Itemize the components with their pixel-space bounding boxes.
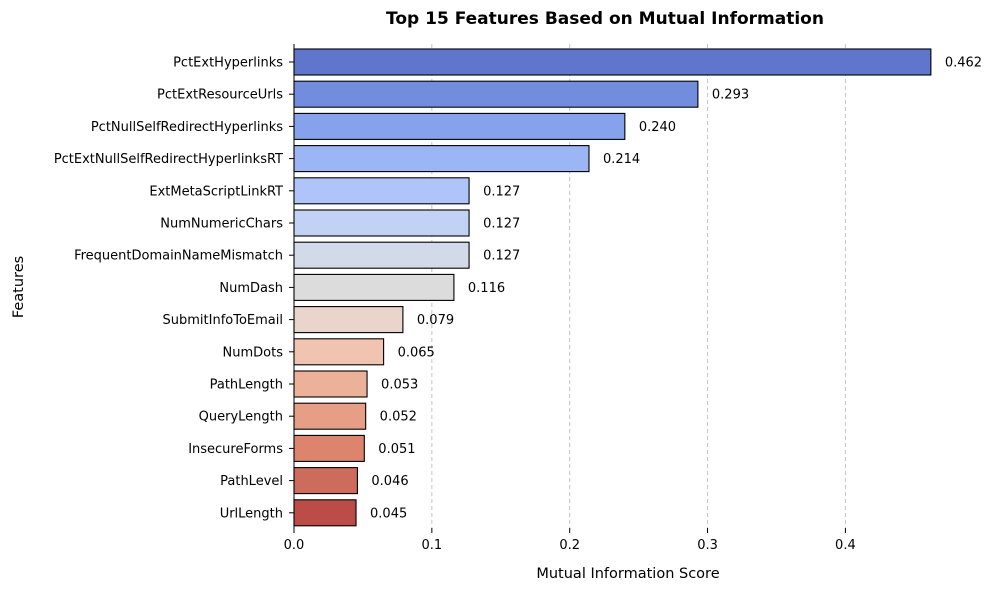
x-axis: 0.0 0.1 0.2 0.3 0.4 <box>284 528 856 553</box>
bar <box>293 467 358 495</box>
data-label: 0.045 <box>370 506 407 521</box>
x-tick-label: 0.1 <box>422 538 443 553</box>
x-tick-label: 0.2 <box>559 538 580 553</box>
data-label: 0.240 <box>639 120 676 135</box>
bar <box>293 112 626 140</box>
bars <box>293 48 932 527</box>
x-tick-label: 0.3 <box>697 538 718 553</box>
bar <box>293 48 932 76</box>
x-axis-label: Mutual Information Score <box>536 566 719 582</box>
data-label: 0.214 <box>603 152 640 167</box>
y-tick-label: NumNumericChars <box>160 217 283 232</box>
bar <box>293 499 357 527</box>
y-tick-label: InsecureForms <box>188 442 283 457</box>
bar <box>293 306 404 334</box>
bar <box>293 338 385 366</box>
y-tick-label: PctExtResourceUrls <box>157 88 283 103</box>
data-label: 0.051 <box>378 442 415 457</box>
bar <box>293 402 367 430</box>
x-tick-label: 0.0 <box>284 538 305 553</box>
data-label: 0.127 <box>483 249 520 264</box>
data-label: 0.116 <box>468 281 505 296</box>
bar <box>293 209 470 237</box>
bar <box>293 273 455 301</box>
data-label: 0.053 <box>381 378 418 393</box>
y-tick-label: PathLength <box>210 378 283 393</box>
data-label: 0.293 <box>712 88 749 103</box>
data-label: 0.052 <box>380 410 417 425</box>
y-tick-label: NumDash <box>219 281 283 296</box>
bar <box>293 145 590 173</box>
y-tick-label: SubmitInfoToEmail <box>163 313 283 328</box>
x-tick-label: 0.4 <box>835 538 856 553</box>
data-label: 0.065 <box>398 345 435 360</box>
data-label: 0.046 <box>371 474 408 489</box>
y-tick-label: QueryLength <box>199 410 283 425</box>
y-axis-label: Features <box>11 256 27 318</box>
y-tick-label: FrequentDomainNameMismatch <box>74 249 283 264</box>
y-tick-label: PctNullSelfRedirectHyperlinks <box>91 120 283 135</box>
bar <box>293 177 470 205</box>
data-label: 0.462 <box>945 56 982 71</box>
data-label: 0.127 <box>483 217 520 232</box>
value-labels: 0.462 0.293 0.240 0.214 0.127 0.127 0.127 0.116… <box>370 56 982 522</box>
chart-title: Top 15 Features Based on Mutual Informat… <box>386 9 824 29</box>
bar <box>293 434 365 462</box>
bar <box>293 80 699 108</box>
bar <box>293 370 368 398</box>
data-label: 0.127 <box>483 184 520 199</box>
y-tick-label: PctExtHyperlinks <box>173 56 283 71</box>
y-axis: PctExtHyperlinks PctExtResourceUrls PctNul… <box>54 56 294 521</box>
y-tick-label: PctExtNullSelfRedirectHyperlinksRT <box>54 152 283 167</box>
y-tick-label: UrlLength <box>220 506 283 521</box>
y-tick-label: ExtMetaScriptLinkRT <box>149 184 283 199</box>
data-label: 0.079 <box>417 313 454 328</box>
y-tick-label: NumDots <box>223 345 284 360</box>
bar <box>293 241 470 269</box>
y-tick-label: PathLevel <box>220 474 283 489</box>
